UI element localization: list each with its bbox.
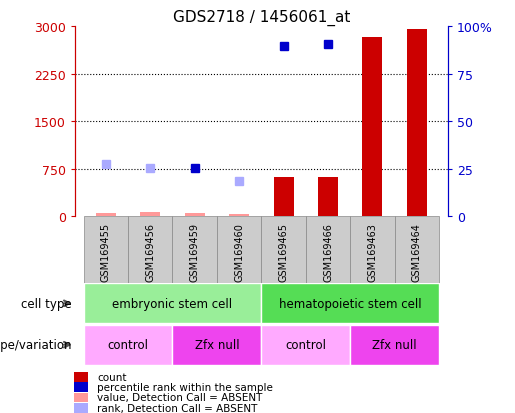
Bar (261, 325, 350, 365)
Bar (140, 212, 160, 217)
Text: value, Detection Call = ABSENT: value, Detection Call = ABSENT (97, 392, 263, 403)
Bar (306, 217, 350, 283)
Bar (173, 325, 261, 365)
Bar (350, 325, 439, 365)
Text: hematopoietic stem cell: hematopoietic stem cell (279, 297, 422, 310)
Text: GSM169456: GSM169456 (145, 222, 155, 281)
Bar (407, 30, 427, 217)
Text: rank, Detection Call = ABSENT: rank, Detection Call = ABSENT (97, 403, 258, 413)
Bar (83, 284, 261, 323)
Bar (217, 217, 261, 283)
Text: embryonic stem cell: embryonic stem cell (112, 297, 233, 310)
Text: GSM169464: GSM169464 (412, 222, 422, 281)
Text: GSM169455: GSM169455 (101, 222, 111, 281)
Bar (229, 215, 249, 217)
Bar (261, 217, 306, 283)
Text: percentile rank within the sample: percentile rank within the sample (97, 382, 273, 392)
Text: control: control (108, 338, 148, 351)
Bar (363, 38, 383, 217)
Text: Zfx null: Zfx null (372, 338, 417, 351)
Bar (185, 213, 204, 217)
Bar (96, 214, 116, 217)
Text: Zfx null: Zfx null (195, 338, 239, 351)
Bar (173, 217, 217, 283)
Text: GSM169459: GSM169459 (190, 222, 200, 281)
Bar (83, 325, 173, 365)
Bar (128, 217, 173, 283)
Text: GSM169460: GSM169460 (234, 222, 244, 281)
Bar (350, 217, 394, 283)
Text: GSM169465: GSM169465 (279, 222, 288, 281)
Bar (273, 178, 294, 217)
Text: GSM169466: GSM169466 (323, 222, 333, 281)
Bar (318, 178, 338, 217)
Text: control: control (285, 338, 327, 351)
Bar (394, 217, 439, 283)
Bar (261, 284, 439, 323)
Bar (74, 372, 88, 382)
Title: GDS2718 / 1456061_at: GDS2718 / 1456061_at (173, 9, 350, 26)
Text: GSM169463: GSM169463 (368, 222, 377, 281)
Text: cell type: cell type (22, 297, 72, 310)
Bar (74, 392, 88, 402)
Text: count: count (97, 372, 127, 382)
Bar (83, 217, 128, 283)
Bar (74, 382, 88, 392)
Bar (74, 403, 88, 413)
Text: genotype/variation: genotype/variation (0, 338, 72, 351)
